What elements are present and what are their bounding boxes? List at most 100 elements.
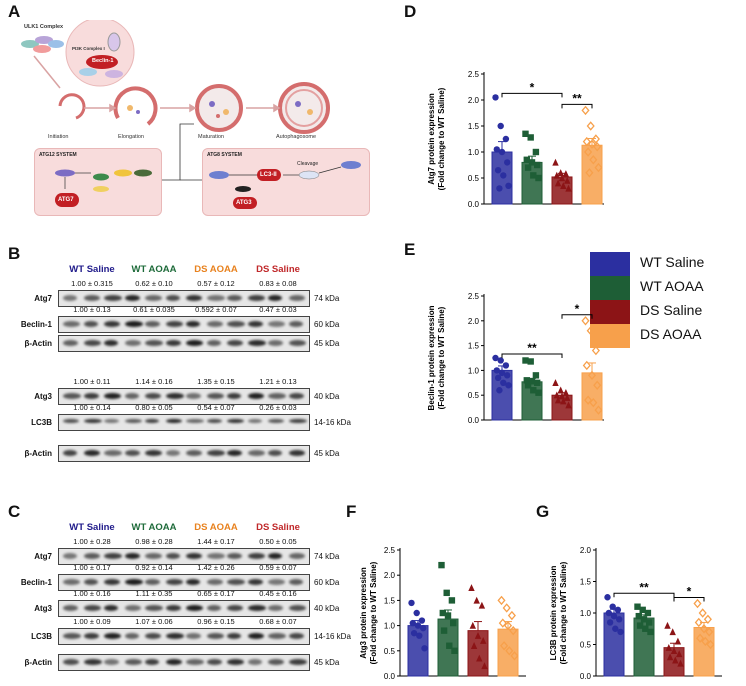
data-point — [468, 584, 475, 591]
data-point — [609, 603, 616, 610]
legend-swatch-ds-aoaa — [590, 324, 630, 348]
blot-band — [83, 393, 99, 399]
chart-e-beclin: Beclin-1 protein expression (Fold change … — [427, 292, 604, 425]
data-point — [504, 372, 511, 379]
data-point — [500, 172, 507, 179]
blot-band — [227, 605, 243, 611]
blot-band — [268, 659, 284, 665]
blot-row-label: β-Actin — [24, 658, 52, 667]
blot-band — [83, 340, 101, 346]
blot-quant-value: 1.00 ± 0.315 — [71, 279, 113, 288]
blot-band — [227, 659, 244, 665]
y-tick-label: 0.0 — [580, 672, 592, 681]
y-tick-label: 0.5 — [580, 641, 592, 650]
significance-label: * — [530, 80, 535, 94]
y-tick-label: 0.5 — [468, 174, 480, 183]
blot-band — [165, 579, 183, 585]
data-point — [562, 170, 570, 178]
data-point — [502, 362, 510, 369]
data-point — [706, 639, 715, 650]
data-point — [587, 370, 597, 381]
data-point — [510, 651, 519, 661]
blot-row-label: Atg3 — [34, 604, 52, 613]
blot-band — [63, 340, 78, 346]
blot-band — [124, 393, 139, 399]
significance-label: * — [575, 302, 580, 316]
blot-band — [145, 340, 163, 346]
data-point — [557, 169, 564, 176]
y-tick-label: 2.0 — [384, 571, 396, 580]
ulk1-label: ULK1 Complex — [24, 24, 64, 30]
blot-band — [247, 393, 264, 399]
beclin-icon — [86, 55, 118, 69]
blot-band — [124, 579, 143, 585]
blot-strip — [58, 388, 310, 405]
data-point — [564, 393, 571, 401]
blot-band — [288, 579, 303, 585]
blot-band — [145, 605, 163, 611]
data-point — [669, 628, 676, 636]
blot-quant-value: 1.44 ± 0.17 — [197, 537, 235, 546]
panel-label-e: E — [404, 240, 416, 259]
blot-kda-marker: 60 kDa — [314, 578, 340, 587]
blot-band — [83, 579, 98, 585]
blot-band — [104, 295, 122, 301]
data-point — [594, 405, 603, 415]
blot-band — [124, 321, 143, 327]
blot-band — [206, 579, 223, 585]
data-point — [476, 654, 483, 662]
data-point — [554, 179, 562, 187]
blot-row-label: LC3B — [31, 632, 52, 641]
blot-quant-value: 1.00 ± 0.28 — [73, 537, 111, 546]
data-point — [582, 136, 591, 147]
blot-band — [165, 659, 182, 665]
blot-band — [268, 579, 285, 585]
data-point — [696, 633, 705, 643]
panel-label-c: C — [8, 502, 21, 521]
y-axis-label: (Fold change to WT Saline) — [369, 561, 378, 664]
data-point — [644, 609, 652, 617]
blot-band — [206, 340, 221, 346]
blot-band — [288, 295, 305, 301]
data-point — [503, 620, 513, 631]
data-point — [677, 659, 684, 667]
significance-label: ** — [639, 580, 649, 594]
blot-band — [165, 340, 181, 346]
data-point — [593, 142, 602, 152]
blot-band — [124, 633, 139, 639]
blot-group-label: DS AOAA — [194, 264, 238, 275]
data-point — [528, 378, 536, 385]
legend-swatch-wt-saline — [590, 252, 630, 276]
blot-band — [206, 553, 225, 559]
data-point — [497, 595, 506, 606]
data-point — [498, 369, 506, 377]
blot-kda-marker: 40 kDa — [314, 392, 340, 401]
data-point — [500, 379, 507, 386]
blot-band — [227, 579, 245, 585]
data-point — [504, 159, 511, 166]
blot-strip — [58, 316, 310, 333]
blot-quant-value: 0.592 ± 0.07 — [195, 305, 237, 314]
data-point — [565, 184, 572, 192]
blot-band — [206, 605, 221, 611]
blot-band — [145, 579, 160, 585]
significance-bracket — [561, 314, 593, 319]
panel-label-d: D — [404, 2, 417, 21]
blot-band — [268, 633, 286, 639]
data-point — [534, 161, 541, 169]
significance-label: * — [687, 585, 692, 599]
blot-band — [83, 419, 102, 423]
blot-strip — [58, 414, 310, 431]
data-point — [640, 616, 648, 623]
blot-band — [206, 450, 225, 456]
data-point — [530, 387, 537, 394]
blot-band — [124, 450, 140, 456]
data-point — [639, 606, 646, 614]
blot-quant-value: 1.07 ± 0.06 — [135, 617, 173, 626]
blot-group-label: DS Saline — [256, 264, 300, 275]
data-point — [523, 156, 530, 163]
data-point — [562, 389, 570, 396]
lc3-ii-label: LC3-II — [260, 172, 277, 178]
data-point — [698, 608, 707, 618]
data-point — [524, 382, 532, 389]
